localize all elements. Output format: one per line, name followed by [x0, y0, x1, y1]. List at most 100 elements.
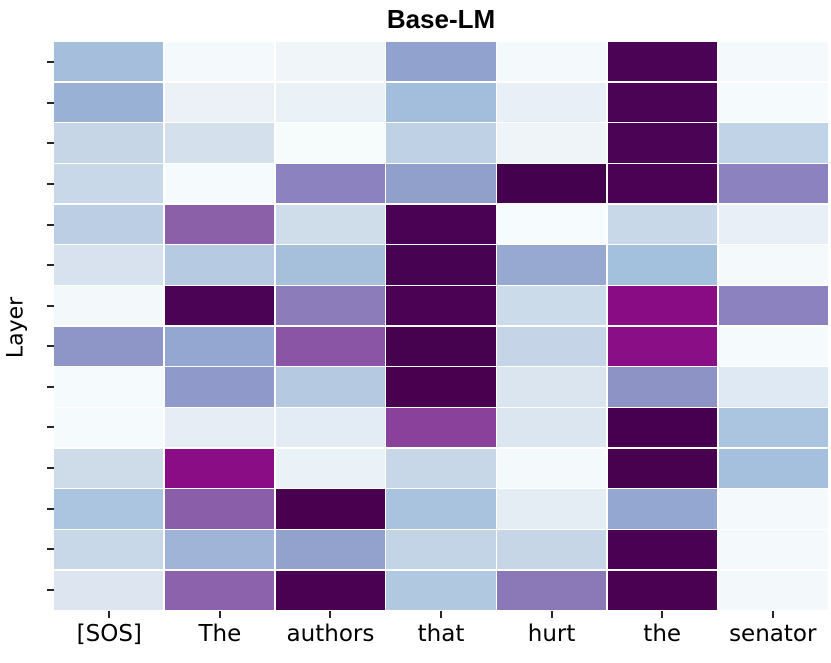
heatmap-cell	[275, 326, 385, 366]
heatmap-cell	[607, 245, 718, 285]
heatmap-cell	[275, 82, 385, 122]
heatmap-cell	[54, 367, 164, 407]
heatmap-cell	[164, 286, 275, 326]
heatmap-cell	[54, 530, 164, 570]
y-tick	[47, 264, 54, 267]
heatmap-cell	[164, 42, 275, 82]
heatmap-cell	[386, 448, 496, 488]
heatmap-cell	[718, 123, 828, 163]
heatmap-cell	[607, 164, 718, 204]
x-tick-label: The	[198, 621, 242, 647]
y-tick	[47, 385, 54, 388]
heatmap-cell	[164, 123, 275, 163]
heatmap-cell	[54, 82, 164, 122]
x-tick-label: the	[643, 621, 682, 647]
heatmap-cell	[718, 489, 828, 529]
heatmap-cell	[386, 245, 496, 285]
heatmap-cell	[54, 570, 164, 610]
heatmap-cell	[164, 164, 275, 204]
heatmap-cell	[607, 123, 718, 163]
heatmap-cell	[718, 448, 828, 488]
heatmap-cell	[386, 530, 496, 570]
heatmap-cell	[607, 42, 718, 82]
heatmap-cell	[718, 408, 828, 448]
heatmap-cell	[497, 489, 607, 529]
heatmap-cell	[607, 82, 718, 122]
x-tick	[661, 611, 664, 618]
heatmap-cell	[497, 286, 607, 326]
heatmap-cell	[718, 245, 828, 285]
heatmap-cell	[497, 123, 607, 163]
heatmap-cell	[54, 123, 164, 163]
heatmap-cell	[718, 42, 828, 82]
x-tick	[329, 611, 332, 618]
x-tick-label: [SOS]	[76, 621, 142, 647]
heatmap-cell	[275, 42, 385, 82]
heatmap-cell	[164, 204, 275, 244]
heatmap-cell	[497, 408, 607, 448]
heatmap-cell	[386, 82, 496, 122]
heatmap-cell	[386, 489, 496, 529]
heatmap-cell	[275, 123, 385, 163]
heatmap-plot-area	[54, 42, 828, 610]
heatmap-cell	[386, 367, 496, 407]
heatmap-cell	[164, 448, 275, 488]
heatmap-cell	[164, 530, 275, 570]
heatmap-cell	[497, 326, 607, 366]
heatmap-cell	[54, 204, 164, 244]
y-axis-label: Layer	[3, 296, 29, 359]
heatmap-cell	[164, 408, 275, 448]
heatmap-cell	[275, 245, 385, 285]
heatmap-cell	[54, 42, 164, 82]
heatmap-cell	[607, 530, 718, 570]
heatmap-cell	[164, 245, 275, 285]
y-tick	[47, 588, 54, 591]
heatmap-cell	[386, 326, 496, 366]
y-tick	[47, 345, 54, 348]
x-tick	[218, 611, 221, 618]
heatmap-cell	[386, 408, 496, 448]
heatmap-cell	[275, 570, 385, 610]
heatmap-cell	[607, 489, 718, 529]
x-tick-label: that	[417, 621, 465, 647]
heatmap-cell	[497, 448, 607, 488]
heatmap-cell	[607, 570, 718, 610]
heatmap-cell	[275, 367, 385, 407]
x-tick	[440, 611, 442, 618]
heatmap-cell	[497, 204, 607, 244]
heatmap-cell	[607, 448, 718, 488]
heatmap-cell	[607, 326, 718, 366]
heatmap-cell	[386, 123, 496, 163]
heatmap-cell	[164, 82, 275, 122]
heatmap-cell	[275, 408, 385, 448]
heatmap-cell	[497, 530, 607, 570]
heatmap-cell	[718, 326, 828, 366]
heatmap-cell	[718, 286, 828, 326]
heatmap-cell	[54, 245, 164, 285]
x-tick-label: authors	[286, 621, 375, 647]
heatmap-cell	[275, 164, 385, 204]
heatmap-cell	[497, 245, 607, 285]
y-tick	[47, 61, 54, 64]
heatmap-cell	[718, 570, 828, 610]
heatmap-cell	[497, 164, 607, 204]
x-tick	[771, 611, 774, 618]
heatmap-cell	[164, 570, 275, 610]
heatmap-cell	[54, 164, 164, 204]
heatmap-cell	[718, 164, 828, 204]
heatmap-cell	[718, 82, 828, 122]
heatmap-cell	[607, 204, 718, 244]
y-tick	[47, 142, 54, 145]
heatmap-cell	[497, 82, 607, 122]
x-tick-label: senator	[729, 621, 817, 647]
heatmap-cell	[164, 326, 275, 366]
x-tick	[108, 611, 111, 618]
heatmap-cell	[54, 489, 164, 529]
heatmap-cell	[718, 367, 828, 407]
heatmap-cell	[386, 164, 496, 204]
heatmap-cell	[607, 286, 718, 326]
heatmap-cell	[497, 570, 607, 610]
y-tick	[47, 467, 54, 469]
y-tick	[47, 101, 54, 104]
